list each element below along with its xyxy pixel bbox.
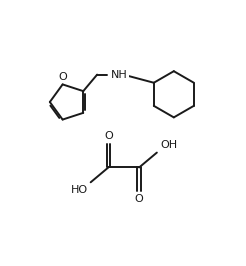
- Text: O: O: [135, 194, 143, 203]
- Text: O: O: [104, 131, 113, 141]
- Text: O: O: [58, 72, 67, 82]
- Text: HO: HO: [70, 185, 88, 195]
- Text: OH: OH: [160, 140, 177, 150]
- Text: NH: NH: [111, 70, 128, 80]
